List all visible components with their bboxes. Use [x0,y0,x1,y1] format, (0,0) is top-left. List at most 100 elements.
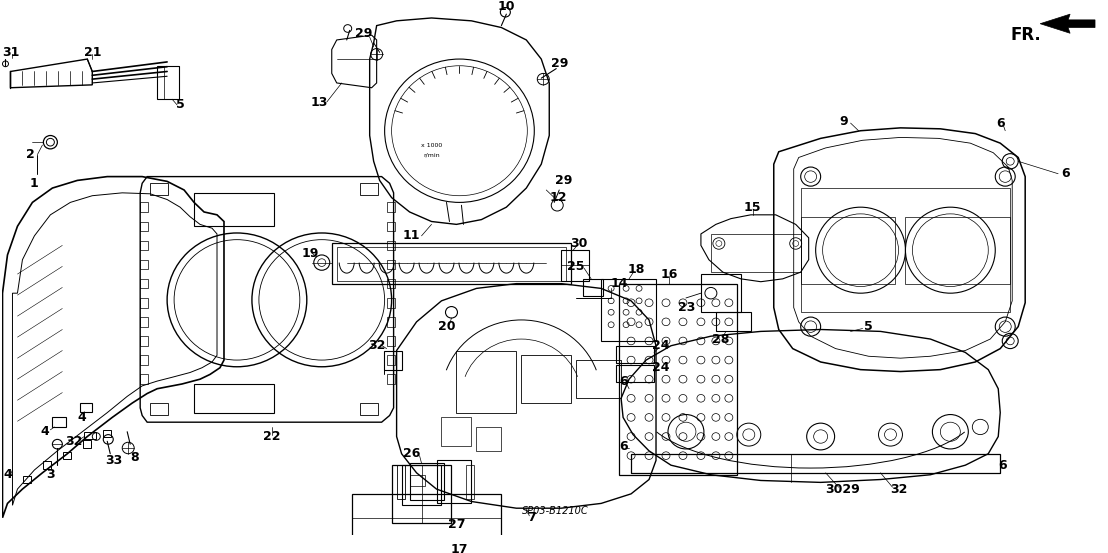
Text: 21: 21 [83,46,101,59]
Bar [383,351,401,369]
Bar [801,188,1010,312]
Text: 8: 8 [130,451,138,464]
Text: 16: 16 [660,268,678,280]
Text: FR.: FR. [1010,26,1042,44]
Bar [602,279,656,341]
Text: 31: 31 [2,46,19,59]
Text: 29: 29 [554,174,572,187]
Text: 32: 32 [65,435,83,448]
Bar [387,298,394,307]
Text: 4: 4 [78,411,86,424]
Bar [360,403,378,415]
Text: 23: 23 [678,301,696,314]
Bar [711,234,801,272]
Text: 32: 32 [890,483,907,495]
Bar [522,355,572,403]
Text: 5: 5 [864,320,873,333]
Text: 6: 6 [1060,167,1069,180]
Bar [583,279,603,296]
Bar [157,66,179,99]
Bar [141,317,148,327]
Bar [63,452,71,460]
Bar [194,384,274,413]
Text: 2: 2 [27,148,34,161]
Text: 6: 6 [998,458,1006,472]
Bar [84,432,96,440]
Text: 4: 4 [3,468,12,481]
Bar [387,355,394,365]
Bar [562,250,589,281]
Bar [43,461,51,469]
Bar [716,312,751,331]
Bar [387,202,394,212]
Text: 22: 22 [263,430,280,443]
Bar [410,463,444,499]
Bar [141,298,148,307]
Bar [83,440,91,448]
Text: 5: 5 [176,98,184,111]
Bar [387,374,394,384]
Bar [141,260,148,269]
Bar [331,243,572,284]
Bar [387,260,394,269]
Bar [387,241,394,250]
Bar [141,374,148,384]
Bar [141,279,148,289]
Bar [410,474,424,486]
Bar [576,360,622,398]
Text: 27: 27 [448,518,465,531]
Bar [141,355,148,365]
Bar [194,193,274,226]
Bar [801,217,895,284]
Polygon shape [1040,14,1095,33]
Bar [466,465,474,499]
Bar [387,222,394,231]
Bar [616,365,654,382]
Bar [397,465,404,499]
Bar [103,430,111,437]
Text: 6: 6 [618,374,627,388]
Bar [23,476,31,483]
Text: 14: 14 [611,277,628,290]
Text: 3: 3 [47,468,54,481]
Text: 19: 19 [301,247,318,259]
Text: SP03-B1210C: SP03-B1210C [522,506,588,516]
Bar [387,317,394,327]
Text: 29: 29 [355,27,372,40]
Text: 24: 24 [653,361,669,374]
Bar [141,336,148,346]
Bar [151,183,168,195]
Bar [616,346,654,363]
Bar [337,247,566,281]
Text: 29: 29 [551,58,568,70]
Bar [619,284,737,474]
Text: 10: 10 [497,0,515,13]
Text: 24: 24 [653,339,669,352]
Bar [141,202,148,212]
Bar [141,222,148,231]
Bar [52,418,66,427]
Text: 6: 6 [618,440,627,452]
Text: 1: 1 [30,177,39,190]
Bar [905,217,1010,284]
Text: 20: 20 [438,320,455,333]
Text: 11: 11 [403,229,420,242]
Text: 26: 26 [403,447,420,460]
Text: 32: 32 [368,339,386,352]
Text: 30: 30 [571,237,588,250]
Text: 33: 33 [105,454,123,467]
Bar [632,453,1001,473]
Bar [441,418,471,446]
Bar [456,351,516,413]
Bar [387,279,394,289]
Bar [141,241,148,250]
Bar [437,461,471,503]
Text: 4: 4 [40,425,49,438]
Text: 12: 12 [550,191,567,204]
Bar [80,403,92,411]
Text: 28: 28 [712,332,729,346]
Text: r/min: r/min [423,152,440,157]
Text: 18: 18 [627,263,645,276]
Text: 15: 15 [745,201,761,213]
Text: 7: 7 [527,512,535,524]
